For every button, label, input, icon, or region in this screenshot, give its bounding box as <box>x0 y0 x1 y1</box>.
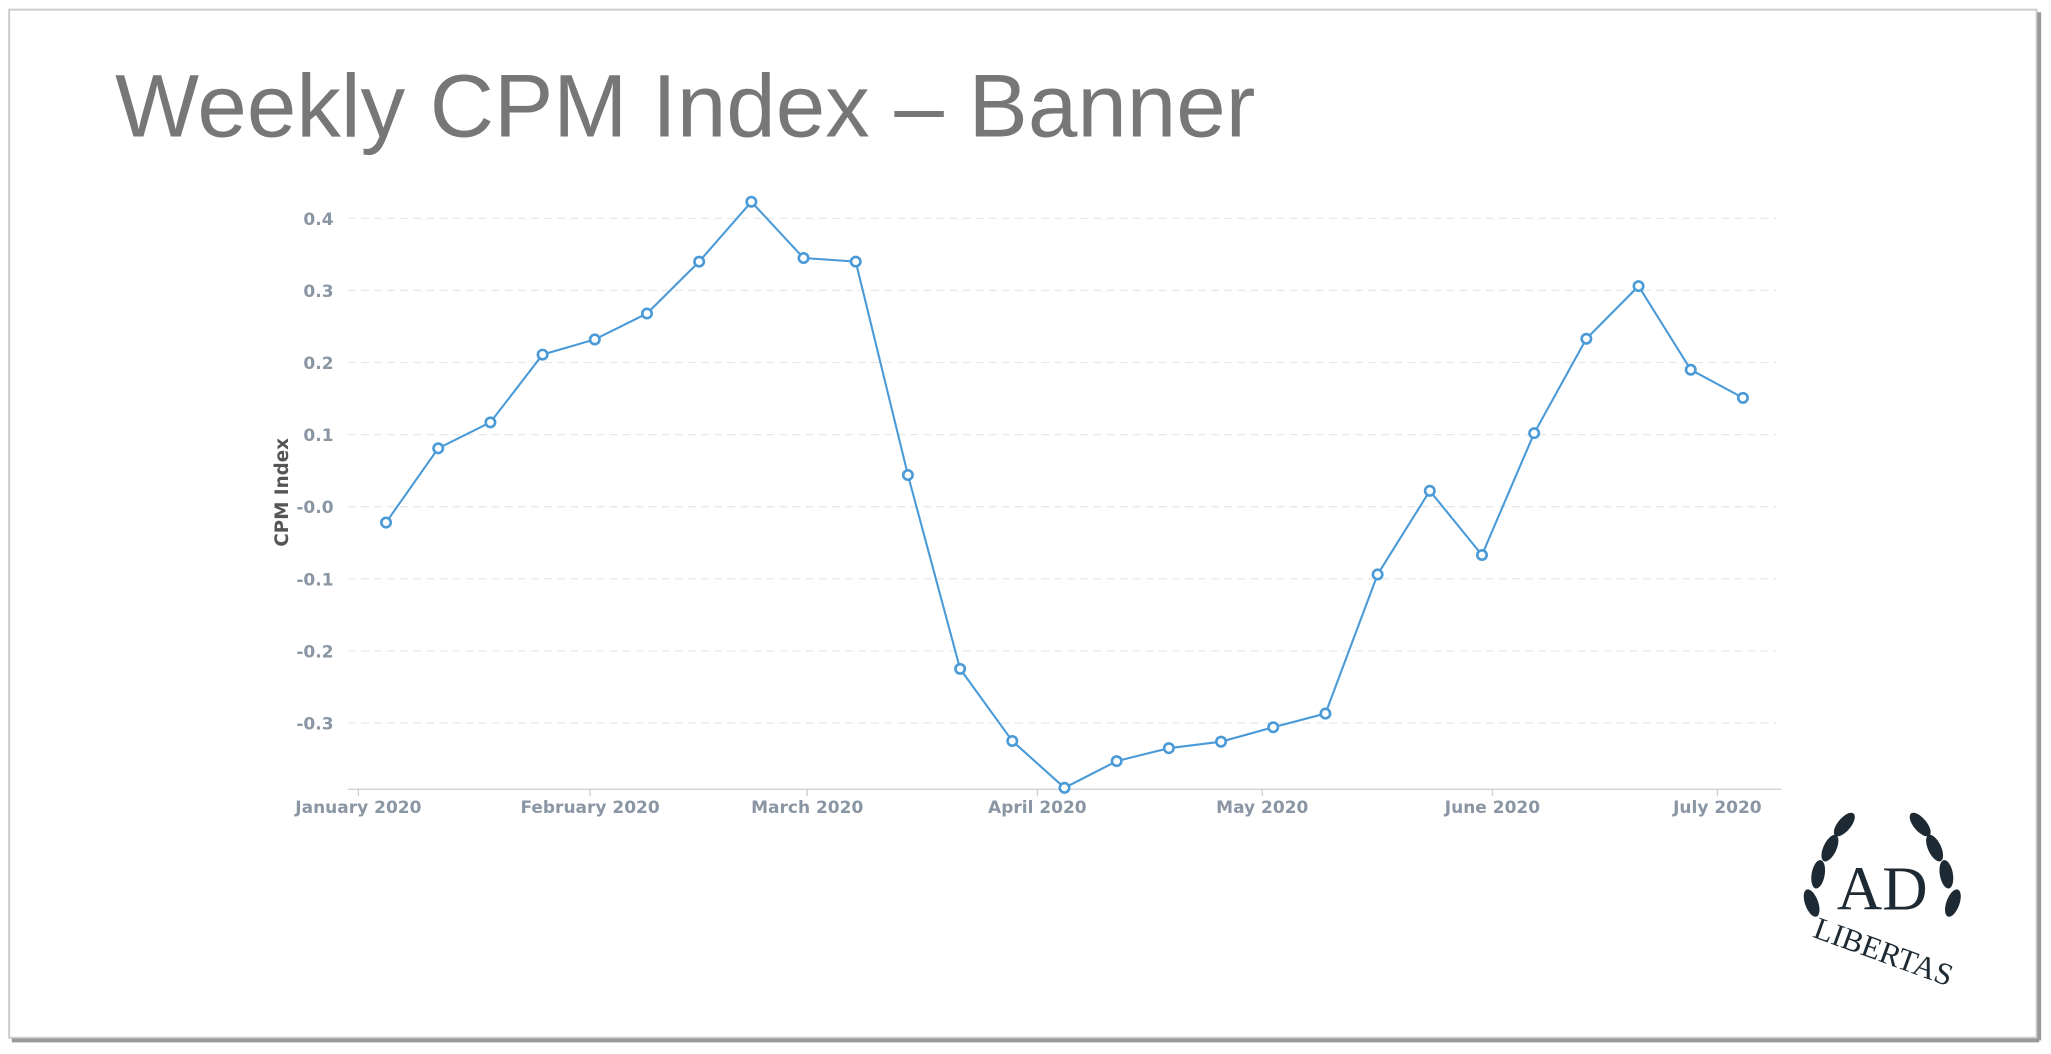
x-tick-label: March 2020 <box>751 798 863 818</box>
y-axis-label: CPM Index <box>272 438 293 547</box>
x-tick-label: April 2020 <box>988 798 1087 818</box>
point <box>954 662 967 675</box>
point <box>536 348 549 361</box>
point <box>1528 427 1541 440</box>
x-tick-label: February 2020 <box>520 798 659 818</box>
y-tick-label: -0.1 <box>296 570 333 590</box>
x-tick-label: June 2020 <box>1444 798 1540 818</box>
y-tick-label: 0.4 <box>303 210 333 230</box>
y-tick-label: 0.2 <box>303 354 333 374</box>
point <box>1475 548 1489 562</box>
slide-frame <box>8 8 2038 1039</box>
point <box>1215 735 1228 748</box>
y-tick-label: -0.0 <box>296 498 333 518</box>
point <box>1371 568 1384 581</box>
point <box>1684 363 1697 376</box>
x-tick-label: July 2020 <box>1672 798 1762 818</box>
logo-mark: AD <box>1837 854 1928 924</box>
y-tick-label: -0.3 <box>296 714 333 734</box>
point <box>1267 721 1280 734</box>
point <box>901 468 914 481</box>
point <box>1162 742 1175 755</box>
point <box>484 416 497 429</box>
x-tick-label: January 2020 <box>294 798 421 818</box>
x-tick-label: May 2020 <box>1216 798 1308 818</box>
y-tick-label: -0.2 <box>296 642 333 662</box>
point <box>1632 280 1645 293</box>
point <box>1110 755 1123 768</box>
point <box>1580 332 1593 345</box>
point <box>432 442 445 455</box>
point <box>745 195 758 208</box>
point <box>1319 707 1332 720</box>
point <box>380 516 393 529</box>
point <box>1423 484 1436 497</box>
point <box>849 255 862 268</box>
point <box>693 255 706 268</box>
point <box>1058 781 1071 794</box>
point <box>1006 734 1019 747</box>
y-tick-label: 0.3 <box>303 282 333 302</box>
point <box>640 307 653 320</box>
point <box>1736 391 1749 404</box>
chart-title: Weekly CPM Index – Banner <box>115 56 1255 156</box>
point <box>797 251 810 265</box>
y-tick-label: 0.1 <box>303 426 333 446</box>
point <box>588 333 601 346</box>
laurel <box>1803 812 1961 917</box>
plot: -0.3 -0.2 -0.1 -0.0 0.1 0.2 0.3 0.4 January 2020… <box>294 195 1782 818</box>
